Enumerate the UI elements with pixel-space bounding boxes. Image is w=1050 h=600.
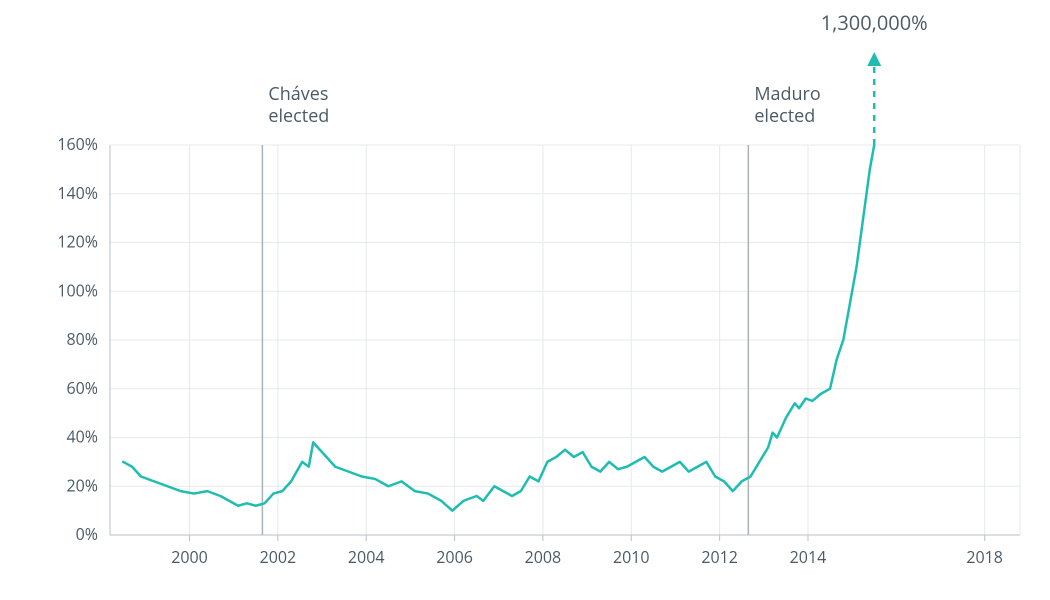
chart-svg: 0% 20% 40% 60% 80% 100% 120% 140% 160% 2000 2002 20… [0,0,1050,600]
event-marker-label: Maduro [754,82,820,106]
y-tick-label: 40% [66,426,98,448]
x-tick-label: 2010 [613,546,650,568]
peak-value-label: 1,300,000% [821,9,928,36]
y-tick-label: 80% [66,328,98,350]
x-tick-label: 2008 [525,546,562,568]
x-tick-label: 2012 [701,546,738,568]
event-marker-label: elected [268,104,329,128]
y-tick-label: 20% [66,474,98,496]
x-tick-label: 2002 [260,546,297,568]
y-tick-label: 100% [57,279,98,301]
event-marker-label: elected [754,104,815,128]
x-tick-label: 2014 [790,546,827,568]
y-tick-label: 160% [57,133,98,155]
x-tick-label: 2000 [171,546,208,568]
event-marker-label: Cháves [268,82,328,106]
y-tick-label: 140% [57,182,98,204]
x-tick-label: 2004 [348,546,385,568]
y-tick-label: 60% [66,377,98,399]
inflation-line-chart: 0% 20% 40% 60% 80% 100% 120% 140% 160% 2000 2002 20… [0,0,1050,600]
x-tick-label: 2018 [966,546,1003,568]
y-tick-label: 120% [57,231,98,253]
x-tick-label: 2006 [436,546,473,568]
y-tick-label: 0% [76,523,98,545]
